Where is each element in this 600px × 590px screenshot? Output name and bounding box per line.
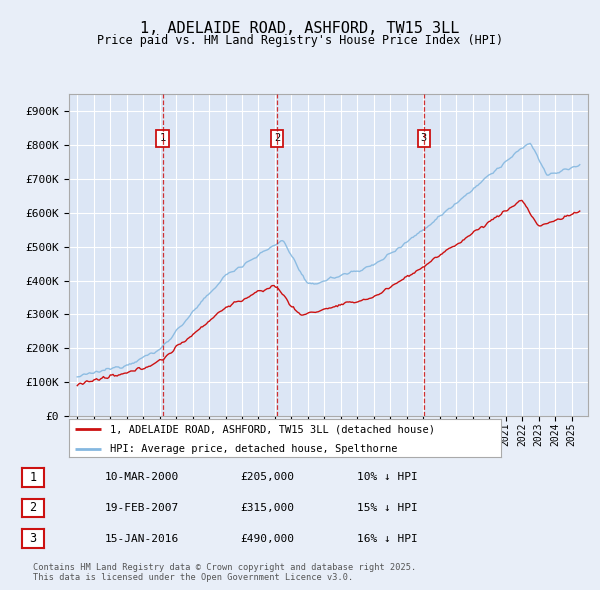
Text: Price paid vs. HM Land Registry's House Price Index (HPI): Price paid vs. HM Land Registry's House … xyxy=(97,34,503,47)
Text: 10-MAR-2000: 10-MAR-2000 xyxy=(105,473,179,482)
Text: 19-FEB-2007: 19-FEB-2007 xyxy=(105,503,179,513)
Text: 1, ADELAIDE ROAD, ASHFORD, TW15 3LL: 1, ADELAIDE ROAD, ASHFORD, TW15 3LL xyxy=(140,21,460,35)
Text: 10% ↓ HPI: 10% ↓ HPI xyxy=(357,473,418,482)
Text: 1, ADELAIDE ROAD, ASHFORD, TW15 3LL (detached house): 1, ADELAIDE ROAD, ASHFORD, TW15 3LL (det… xyxy=(110,424,435,434)
Text: 2: 2 xyxy=(274,133,280,143)
Text: £205,000: £205,000 xyxy=(240,473,294,482)
Text: 2: 2 xyxy=(29,502,37,514)
Text: 1: 1 xyxy=(160,133,166,143)
Text: 16% ↓ HPI: 16% ↓ HPI xyxy=(357,534,418,543)
Text: 1: 1 xyxy=(29,471,37,484)
Text: HPI: Average price, detached house, Spelthorne: HPI: Average price, detached house, Spel… xyxy=(110,444,398,454)
Text: 15-JAN-2016: 15-JAN-2016 xyxy=(105,534,179,543)
Text: Contains HM Land Registry data © Crown copyright and database right 2025.
This d: Contains HM Land Registry data © Crown c… xyxy=(33,563,416,582)
Text: £315,000: £315,000 xyxy=(240,503,294,513)
Text: 3: 3 xyxy=(29,532,37,545)
Text: £490,000: £490,000 xyxy=(240,534,294,543)
Text: 3: 3 xyxy=(421,133,427,143)
Text: 15% ↓ HPI: 15% ↓ HPI xyxy=(357,503,418,513)
